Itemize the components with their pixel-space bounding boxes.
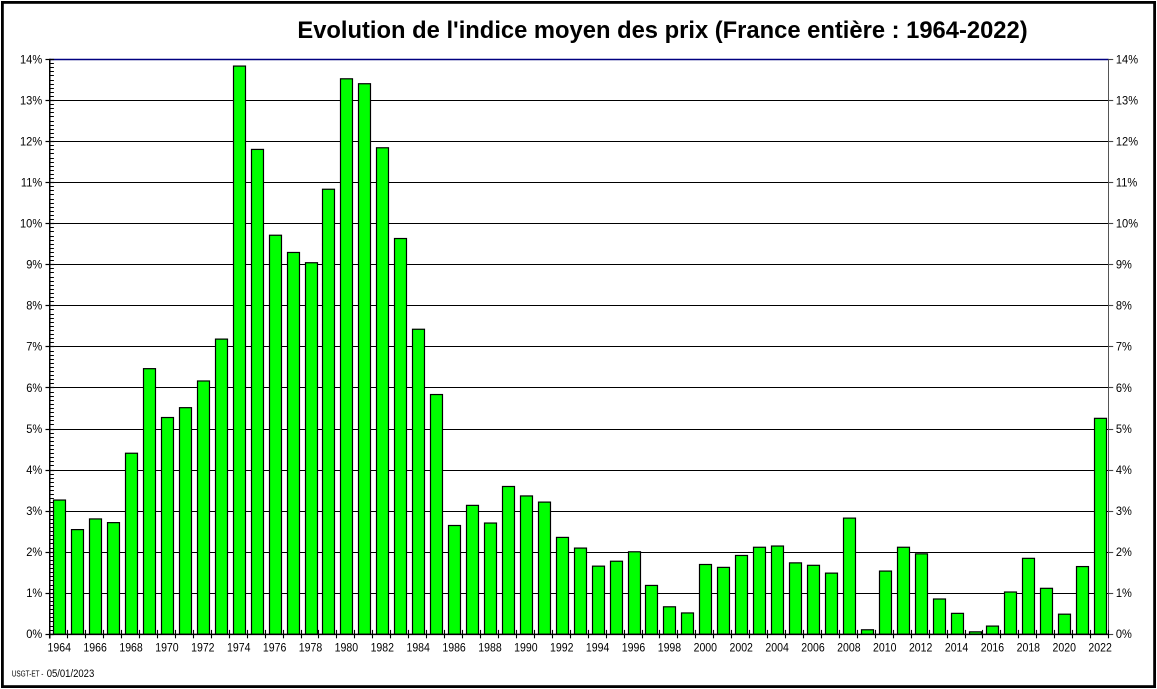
svg-text:14%: 14% [20, 54, 42, 66]
svg-text:9%: 9% [1116, 259, 1132, 271]
svg-text:2008: 2008 [837, 642, 860, 655]
svg-text:1990: 1990 [514, 642, 537, 655]
svg-text:1974: 1974 [227, 642, 251, 655]
svg-text:2006: 2006 [801, 642, 824, 655]
svg-text:0%: 0% [26, 629, 42, 641]
svg-text:1988: 1988 [478, 642, 501, 655]
svg-text:1996: 1996 [622, 642, 645, 655]
svg-text:8%: 8% [1116, 300, 1132, 312]
svg-text:1982: 1982 [371, 642, 394, 655]
svg-text:1970: 1970 [155, 642, 178, 655]
svg-text:6%: 6% [26, 382, 42, 394]
svg-text:5%: 5% [26, 423, 42, 435]
svg-text:2002: 2002 [729, 642, 752, 655]
svg-text:4%: 4% [1116, 465, 1132, 477]
svg-text:1978: 1978 [299, 642, 322, 655]
svg-text:12%: 12% [1116, 136, 1138, 148]
svg-text:1966: 1966 [83, 642, 106, 655]
svg-text:1994: 1994 [586, 642, 610, 655]
svg-text:USGT-ET -: USGT-ET - [12, 670, 44, 679]
svg-text:4%: 4% [26, 465, 42, 477]
svg-text:2022: 2022 [1088, 642, 1111, 655]
svg-text:10%: 10% [1116, 218, 1138, 230]
svg-text:1998: 1998 [658, 642, 681, 655]
svg-text:7%: 7% [26, 341, 42, 353]
svg-text:1%: 1% [26, 588, 42, 600]
svg-text:2018: 2018 [1017, 642, 1040, 655]
svg-text:1992: 1992 [550, 642, 573, 655]
svg-text:2010: 2010 [873, 642, 896, 655]
svg-text:2016: 2016 [981, 642, 1004, 655]
svg-text:1%: 1% [1116, 588, 1132, 600]
svg-text:8%: 8% [26, 300, 42, 312]
svg-text:2012: 2012 [909, 642, 932, 655]
svg-text:2000: 2000 [694, 642, 717, 655]
svg-text:2%: 2% [1116, 547, 1132, 559]
svg-text:12%: 12% [20, 136, 42, 148]
svg-text:1980: 1980 [335, 642, 358, 655]
svg-text:2020: 2020 [1053, 642, 1076, 655]
svg-text:1972: 1972 [191, 642, 214, 655]
svg-text:2%: 2% [26, 547, 42, 559]
svg-text:6%: 6% [1116, 382, 1132, 394]
svg-text:3%: 3% [1116, 506, 1132, 518]
svg-text:2014: 2014 [945, 642, 969, 655]
svg-text:1986: 1986 [442, 642, 465, 655]
svg-text:9%: 9% [26, 259, 42, 271]
svg-text:13%: 13% [20, 95, 42, 107]
svg-text:10%: 10% [20, 218, 42, 230]
svg-text:5%: 5% [1116, 423, 1132, 435]
svg-text:0%: 0% [1116, 629, 1132, 641]
svg-text:11%: 11% [21, 177, 42, 189]
svg-text:14%: 14% [1116, 54, 1138, 66]
svg-text:05/01/2023: 05/01/2023 [47, 668, 95, 680]
svg-text:1968: 1968 [119, 642, 142, 655]
svg-text:2004: 2004 [765, 642, 789, 655]
svg-text:1984: 1984 [406, 642, 430, 655]
svg-text:Evolution de l'indice moyen de: Evolution de l'indice moyen des prix (Fr… [297, 17, 1027, 44]
svg-text:3%: 3% [26, 506, 42, 518]
svg-text:1976: 1976 [263, 642, 286, 655]
svg-text:13%: 13% [1116, 95, 1138, 107]
svg-text:7%: 7% [1116, 341, 1132, 353]
svg-text:1964: 1964 [48, 642, 72, 655]
svg-text:11%: 11% [1116, 177, 1137, 189]
